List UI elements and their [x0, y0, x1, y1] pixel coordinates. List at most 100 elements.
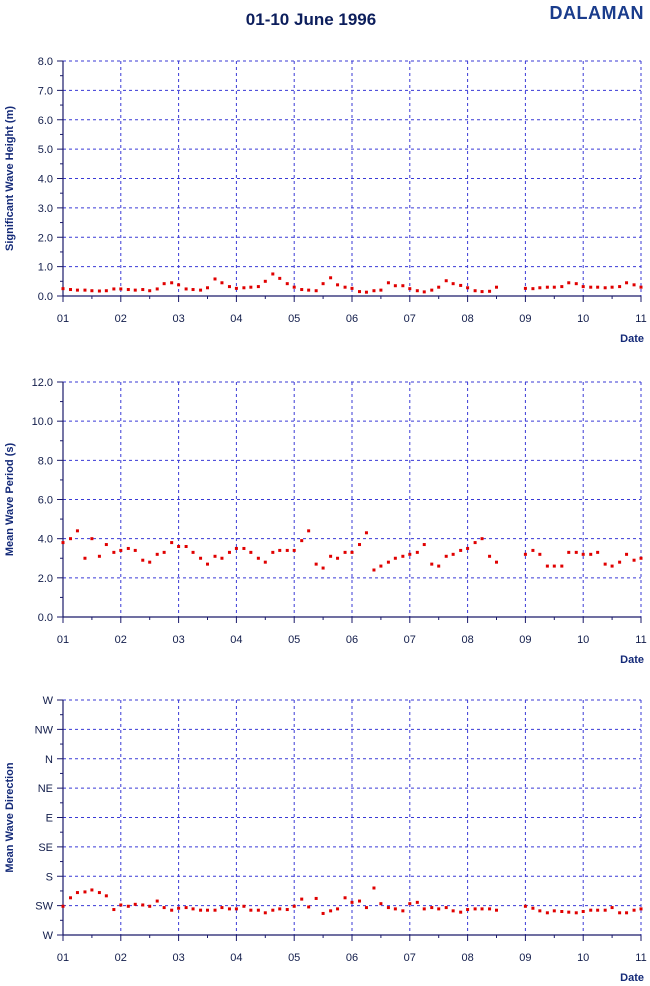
- x-tick-label: 02: [115, 952, 127, 964]
- data-point: [220, 556, 224, 560]
- data-point: [531, 548, 535, 552]
- x-tick-label: 06: [346, 313, 358, 325]
- data-point: [300, 897, 304, 901]
- data-point: [75, 288, 79, 292]
- data-point: [372, 568, 376, 572]
- data-point: [321, 282, 325, 286]
- x-tick-label: 06: [346, 634, 358, 646]
- data-point: [314, 562, 318, 566]
- x-axis-title: Date: [620, 972, 644, 984]
- y-axis-title: Mean Wave Direction: [4, 762, 16, 873]
- data-point: [126, 904, 130, 908]
- data-point: [343, 550, 347, 554]
- y-tick-label: 8.0: [38, 455, 53, 467]
- y-tick-label: 6.0: [38, 495, 53, 507]
- data-point: [560, 910, 564, 913]
- data-point: [206, 562, 209, 566]
- data-point: [596, 550, 600, 554]
- data-point: [393, 556, 397, 560]
- data-point: [625, 911, 629, 915]
- x-tick-label: 11: [635, 634, 646, 646]
- data-point: [220, 906, 224, 910]
- x-tick-label: 04: [230, 634, 242, 646]
- data-point: [379, 564, 383, 568]
- data-point: [523, 904, 527, 908]
- data-point: [90, 537, 94, 541]
- data-point: [488, 289, 492, 293]
- data-point: [372, 289, 376, 293]
- x-tick-label: 02: [115, 313, 127, 325]
- data-point: [358, 899, 362, 903]
- x-tick-label: 04: [230, 952, 242, 964]
- data-point: [393, 907, 397, 911]
- data-point: [364, 906, 368, 910]
- chart-panel-2: 0.0 2.0 4.0 6.0 8.0 10.0 12.0 01 02 03 04 05 06 07 08 0…: [4, 377, 647, 666]
- data-point: [336, 283, 340, 287]
- data-point: [415, 900, 419, 904]
- y-axis-title: Mean Wave Period (s): [4, 443, 16, 557]
- data-point: [104, 894, 108, 898]
- y-tick-label: W: [43, 930, 54, 942]
- data-point: [199, 288, 203, 292]
- data-point: [155, 287, 159, 291]
- data-point: [278, 548, 282, 552]
- data-point: [242, 546, 246, 550]
- x-tick-label: 01: [57, 634, 69, 646]
- data-point: [538, 909, 542, 913]
- data-point: [177, 906, 181, 910]
- data-point: [437, 564, 441, 568]
- data-point: [170, 541, 174, 545]
- data-point: [249, 550, 253, 554]
- data-point: [263, 560, 267, 564]
- y-tick-label: 10.0: [32, 416, 53, 428]
- x-tick-label: 05: [288, 952, 300, 964]
- data-point: [618, 560, 622, 564]
- data-point: [133, 902, 137, 906]
- data-point: [61, 287, 65, 291]
- data-point: [415, 550, 419, 554]
- data-point: [459, 910, 463, 914]
- data-point: [170, 908, 174, 912]
- data-point: [350, 550, 354, 554]
- data-point: [162, 906, 166, 910]
- data-point: [401, 554, 405, 558]
- data-point: [148, 904, 152, 908]
- data-point: [603, 908, 607, 912]
- data-point: [249, 908, 253, 912]
- data-point: [444, 554, 448, 558]
- data-point: [538, 286, 542, 290]
- x-tick-label: 07: [404, 952, 416, 964]
- data-point: [271, 272, 275, 276]
- data-point: [574, 911, 578, 915]
- data-point: [336, 556, 340, 560]
- data-point: [227, 907, 231, 911]
- x-tick-label: 09: [519, 634, 531, 646]
- data-point: [567, 910, 571, 914]
- data-point: [329, 276, 333, 280]
- data-point: [401, 909, 405, 913]
- y-tick-label: NE: [38, 783, 53, 795]
- x-tick-label: 08: [461, 634, 473, 646]
- data-point: [589, 908, 593, 912]
- data-point: [155, 899, 159, 903]
- data-point: [292, 548, 296, 552]
- data-point: [552, 909, 556, 913]
- data-point: [358, 290, 362, 294]
- data-point: [625, 552, 629, 556]
- data-point: [141, 903, 145, 907]
- data-point: [300, 288, 304, 292]
- data-point: [285, 908, 289, 912]
- data-point: [408, 552, 412, 556]
- data-point: [83, 556, 87, 560]
- data-point: [408, 287, 412, 291]
- data-point: [618, 911, 622, 915]
- data-point: [632, 908, 636, 912]
- data-point: [451, 552, 455, 556]
- data-point: [83, 288, 87, 292]
- y-tick-label: NW: [35, 724, 54, 736]
- data-point: [552, 564, 556, 568]
- x-axis-title: Date: [620, 654, 644, 666]
- data-point: [415, 289, 419, 293]
- data-point: [639, 285, 643, 289]
- data-point: [596, 908, 600, 912]
